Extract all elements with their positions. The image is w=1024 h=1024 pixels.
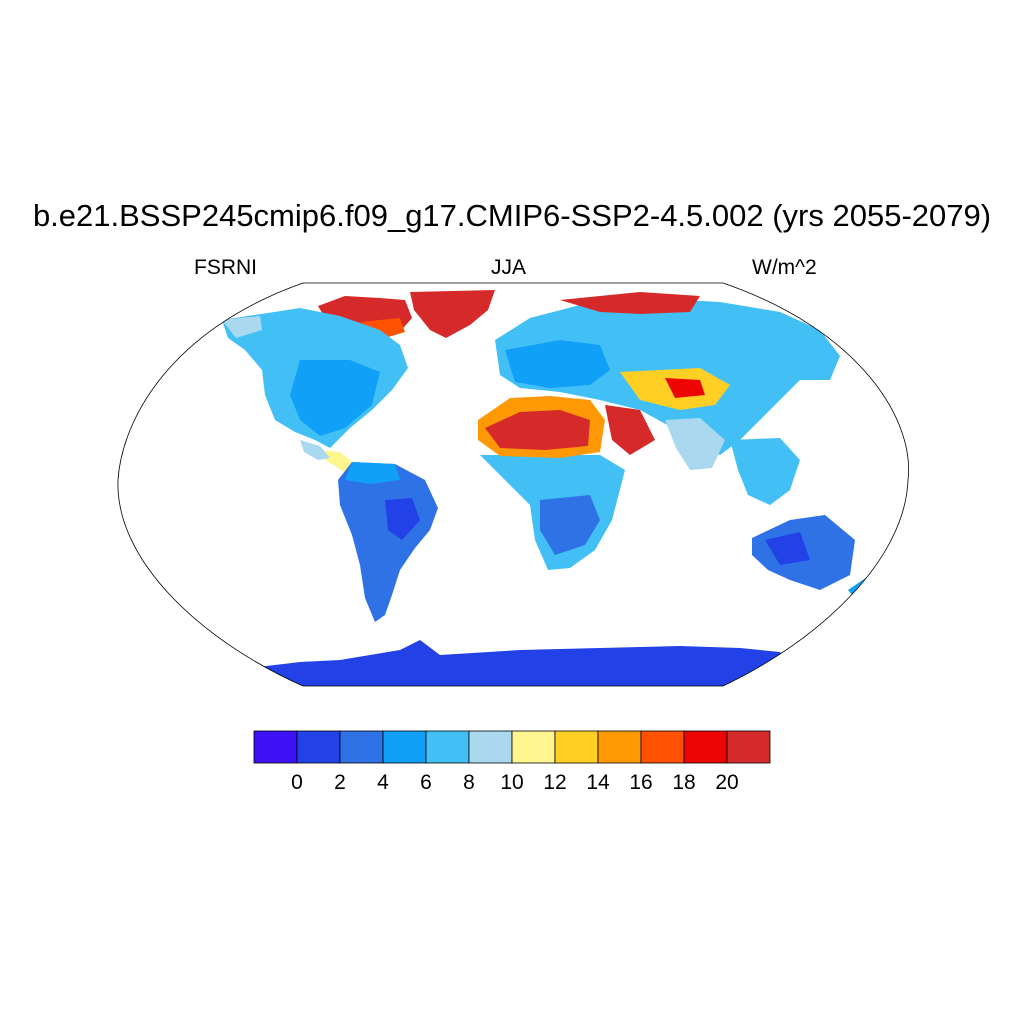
europe-region bbox=[505, 340, 610, 388]
colorbar-swatch bbox=[597, 730, 642, 764]
colorbar-tick-label: 2 bbox=[334, 771, 346, 794]
arabia-region bbox=[605, 405, 655, 455]
south-america-core bbox=[385, 498, 420, 540]
antarctica-region bbox=[250, 640, 800, 686]
central-asia-core bbox=[665, 378, 705, 398]
south-america-north bbox=[345, 462, 400, 484]
colorbar-tick-label: 20 bbox=[715, 771, 739, 794]
colorbar-tick-label: 16 bbox=[629, 771, 653, 794]
colorbar-tick-label: 14 bbox=[586, 771, 610, 794]
colorbar-tick-label: 10 bbox=[500, 771, 524, 794]
colorbar-swatch bbox=[339, 730, 384, 764]
colorbar-swatch bbox=[511, 730, 556, 764]
colorbar-tick-label: 4 bbox=[377, 771, 389, 794]
colorbar-swatch bbox=[726, 730, 771, 764]
greenland-region bbox=[410, 290, 495, 338]
season-label: JJA bbox=[491, 256, 527, 279]
colorbar-tick-label: 6 bbox=[420, 771, 432, 794]
sahara-core bbox=[485, 410, 590, 450]
australia-core bbox=[765, 532, 810, 565]
new-zealand-region bbox=[848, 575, 878, 600]
south-america-region bbox=[338, 462, 438, 622]
land-fields bbox=[222, 290, 878, 686]
siberia-north-edge bbox=[560, 292, 700, 314]
colorbar-tick-label: 8 bbox=[463, 771, 475, 794]
colorbar-swatch bbox=[640, 730, 685, 764]
colorbar-swatch bbox=[382, 730, 427, 764]
colorbar-swatch bbox=[253, 730, 298, 764]
colorbar-tick-label: 12 bbox=[543, 771, 567, 794]
colorbar-tick-label: 18 bbox=[672, 771, 696, 794]
india-region bbox=[665, 418, 725, 470]
central-america-inner bbox=[300, 440, 330, 460]
colorbar-tick-label: 0 bbox=[291, 771, 303, 794]
units-label: W/m^2 bbox=[752, 256, 817, 279]
se-asia-region bbox=[730, 438, 800, 505]
africa-south-core bbox=[540, 495, 600, 555]
colorbar-swatch bbox=[554, 730, 599, 764]
colorbar-swatch bbox=[683, 730, 728, 764]
plot-title: b.e21.BSSP245cmip6.f09_g17.CMIP6-SSP2-4.… bbox=[32, 198, 992, 233]
variable-label: FSRNI bbox=[194, 256, 257, 279]
colorbar-swatch bbox=[425, 730, 470, 764]
globe-outline bbox=[117, 282, 909, 687]
canadian-arctic-edge bbox=[360, 318, 405, 338]
colorbar-swatch bbox=[468, 730, 513, 764]
colorbar-swatch bbox=[296, 730, 341, 764]
north-america-east bbox=[290, 360, 380, 436]
colorbar bbox=[253, 730, 771, 764]
alaska-edge bbox=[222, 316, 262, 338]
